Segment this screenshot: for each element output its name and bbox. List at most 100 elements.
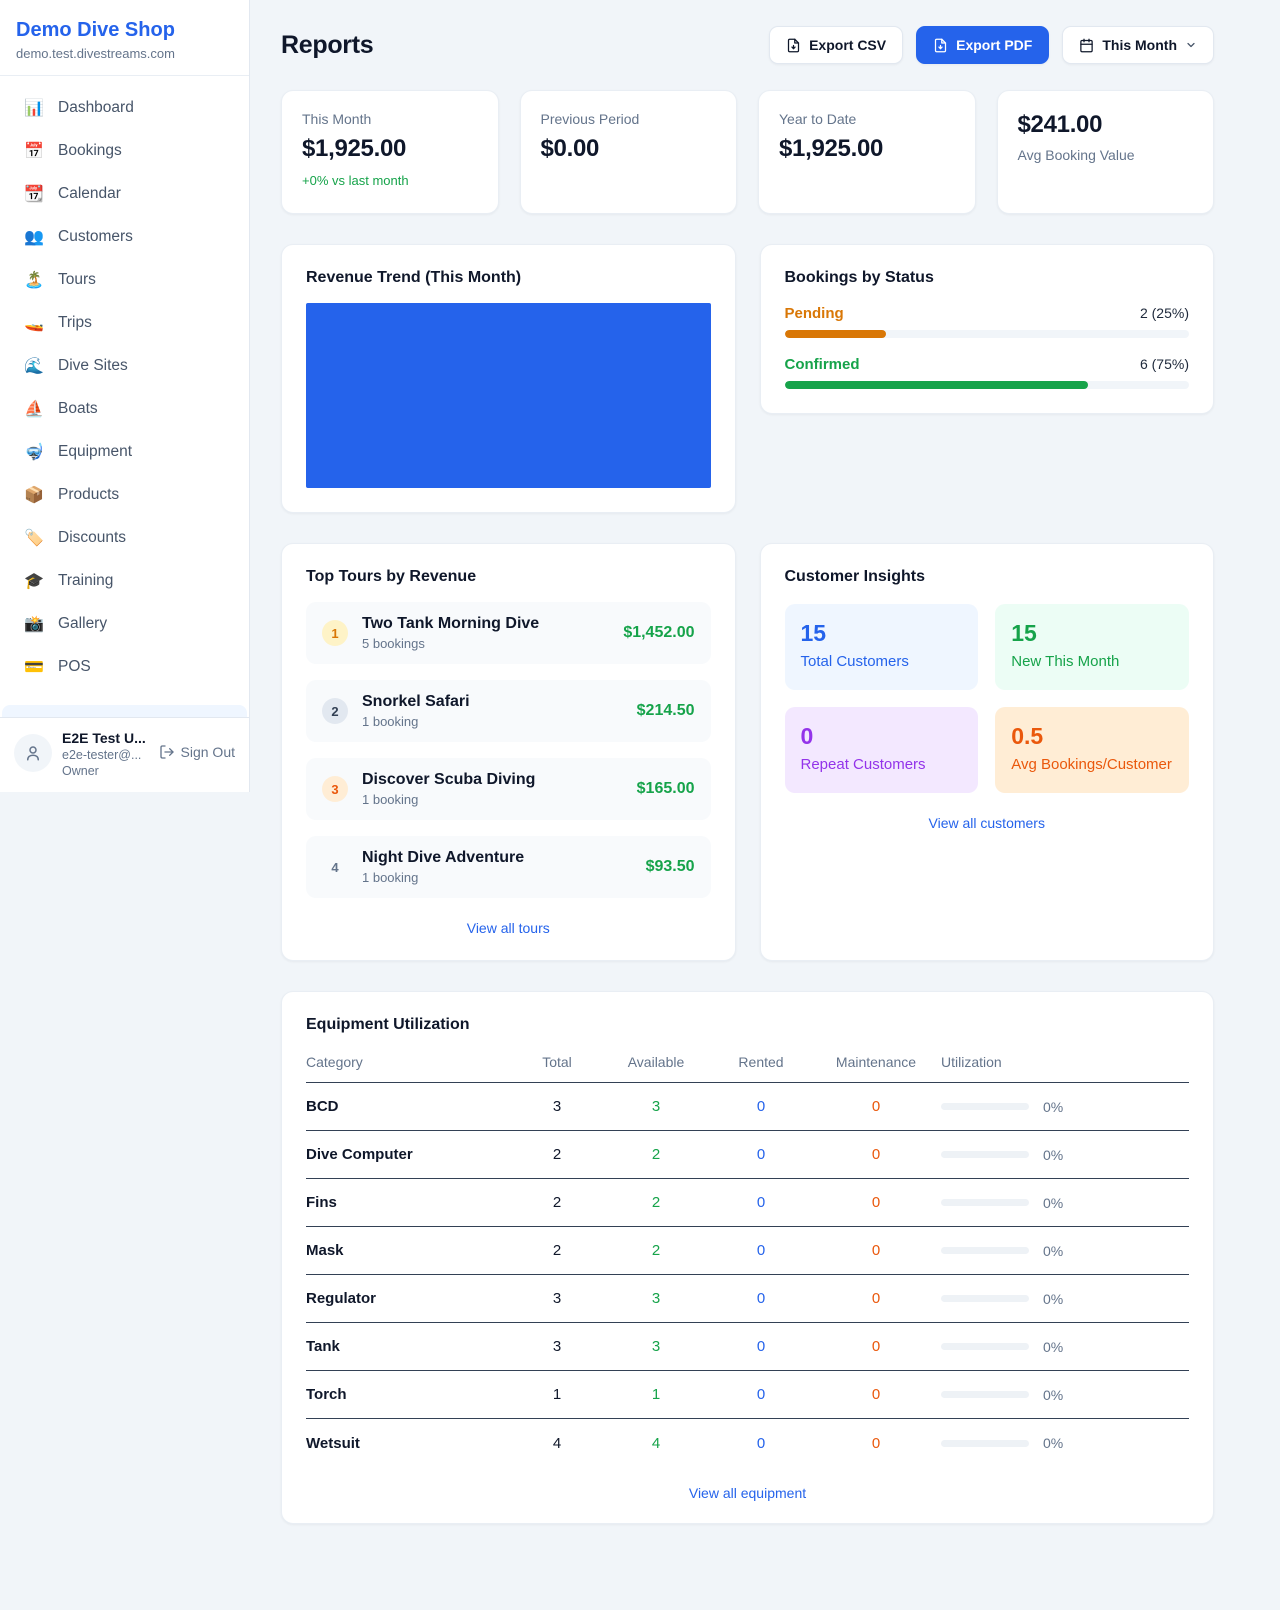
- equipment-utilization-cell: 0%: [941, 1195, 1189, 1211]
- status-row: Confirmed 6 (75%): [784, 356, 1189, 389]
- equipment-column-header: Rented: [738, 1054, 784, 1070]
- sidebar-item-pos[interactable]: 💳 POS: [8, 645, 241, 688]
- equipment-rented: 0: [756, 1146, 766, 1163]
- status-label: Pending: [784, 305, 844, 322]
- sidebar-item-tours[interactable]: 🏝️ Tours: [8, 258, 241, 301]
- sidebar-item-products[interactable]: 📦 Products: [8, 473, 241, 516]
- rank-badge: 4: [331, 859, 339, 875]
- equipment-utilization-cell: 0%: [941, 1291, 1189, 1307]
- utilization-percent: 0%: [1043, 1242, 1064, 1259]
- diving-mask-icon: 🤿: [24, 443, 44, 461]
- sidebar-item-label: Trips: [58, 313, 92, 331]
- equipment-category: Tank: [306, 1338, 340, 1355]
- equipment-category: Wetsuit: [306, 1434, 360, 1452]
- sidebar-item-equipment[interactable]: 🤿 Equipment: [8, 430, 241, 473]
- sidebar-item-discounts[interactable]: 🏷️ Discounts: [8, 516, 241, 559]
- sidebar-nav: 📊 Dashboard 📅 Bookings 📆 Calendar 👥 Customers 🏝️…: [0, 76, 249, 705]
- equipment-available: 2: [651, 1194, 661, 1211]
- equipment-total: 2: [552, 1242, 562, 1259]
- tear-off-calendar-icon: 📆: [24, 185, 44, 203]
- export-pdf-button[interactable]: Export PDF: [916, 26, 1050, 64]
- user-panel: E2E Test U... e2e-tester@... Owner Sign …: [0, 717, 249, 792]
- view-all-equipment-link[interactable]: View all equipment: [688, 1485, 807, 1501]
- period-dropdown[interactable]: This Month: [1062, 26, 1214, 64]
- utilization-percent: 0%: [1043, 1338, 1064, 1355]
- equipment-maintenance: 0: [871, 1194, 881, 1211]
- sidebar-item-dashboard[interactable]: 📊 Dashboard: [8, 86, 241, 129]
- sign-out-label: Sign Out: [180, 744, 235, 760]
- sidebar-item-dive-sites[interactable]: 🌊 Dive Sites: [8, 344, 241, 387]
- status-bar-fill: [784, 381, 1088, 389]
- revenue-trend-chart: [306, 303, 711, 488]
- stat-label: Year to Date: [779, 111, 857, 127]
- equipment-maintenance: 0: [871, 1290, 881, 1307]
- calendar-date-icon: 📅: [24, 142, 44, 160]
- equipment-utilization-cell: 0%: [941, 1387, 1189, 1403]
- view-all-tours-link[interactable]: View all tours: [466, 920, 550, 936]
- equipment-available: 1: [651, 1386, 661, 1403]
- customer-insights-title: Customer Insights: [784, 568, 925, 585]
- sidebar-item-label: Dive Sites: [58, 356, 128, 374]
- view-all-customers-link[interactable]: View all customers: [928, 815, 1045, 831]
- tour-list-item: 4 Night Dive Adventure 1 booking $93.50: [306, 836, 711, 898]
- tour-info: Snorkel Safari 1 booking: [362, 693, 623, 729]
- equipment-available: 3: [651, 1338, 661, 1355]
- stat-cards-row: This Month $1,925.00 +0% vs last month Prev…: [281, 90, 1214, 214]
- status-value: 2 (25%): [1139, 305, 1189, 321]
- logout-icon: [159, 745, 174, 759]
- equipment-table-body: BCD 3 3 0 0 0% Dive Computer 2 2 0 0 0% Fins 2 2 0 0 0% Ma…: [306, 1083, 1189, 1467]
- tour-bookings-count: 1 booking: [362, 714, 419, 729]
- utilization-percent: 0%: [1043, 1290, 1064, 1307]
- status-line: Pending 2 (25%): [785, 305, 1190, 322]
- insight-value: 15: [1011, 620, 1037, 646]
- tour-info: Discover Scuba Diving 1 booking: [362, 771, 623, 807]
- package-icon: 📦: [24, 486, 44, 504]
- sidebar-item-calendar[interactable]: 📆 Calendar: [8, 172, 241, 215]
- insight-value: 15: [800, 620, 827, 646]
- equipment-total: 1: [552, 1386, 562, 1403]
- sidebar-item-gallery[interactable]: 📸 Gallery: [8, 602, 241, 645]
- tour-revenue: $1,452.00: [623, 624, 695, 641]
- equipment-rented: 0: [756, 1194, 766, 1211]
- sidebar-item-label: Products: [58, 485, 120, 503]
- rank-badge: 1: [322, 620, 348, 646]
- stat-label: Avg Booking Value: [1017, 147, 1135, 163]
- island-icon: 🏝️: [24, 271, 44, 289]
- sidebar-item-label: Tours: [58, 270, 96, 288]
- sign-out-button[interactable]: Sign Out: [159, 744, 235, 760]
- sidebar-item-training[interactable]: 🎓 Training: [8, 559, 241, 602]
- insight-label: New This Month: [1011, 653, 1120, 670]
- utilization-percent: 0%: [1043, 1386, 1064, 1403]
- insight-value: 0: [800, 723, 814, 749]
- sidebar-item-boats[interactable]: ⛵ Boats: [8, 387, 241, 430]
- rank-badge: 2: [322, 698, 348, 724]
- main-content: Reports Export CSV Export PDF This Month: [250, 0, 1214, 1576]
- equipment-column-header: Category: [306, 1054, 363, 1070]
- tour-revenue: $214.50: [636, 702, 695, 719]
- utilization-bar-track: [941, 1439, 1029, 1447]
- sidebar-item-selected-partial[interactable]: [2, 705, 247, 717]
- equipment-table-row: Regulator 3 3 0 0 0%: [306, 1275, 1189, 1323]
- equipment-utilization-cell: 0%: [941, 1435, 1189, 1451]
- equipment-maintenance: 0: [871, 1146, 881, 1163]
- user-email: e2e-tester@...: [62, 748, 142, 762]
- equipment-rented: 0: [756, 1386, 766, 1403]
- export-csv-button[interactable]: Export CSV: [769, 26, 904, 64]
- equipment-total: 3: [552, 1290, 562, 1307]
- equipment-table-row: Torch 1 1 0 0 0%: [306, 1371, 1189, 1419]
- sidebar-item-label: Training: [58, 571, 114, 589]
- utilization-percent: 0%: [1043, 1098, 1064, 1115]
- sidebar-item-bookings[interactable]: 📅 Bookings: [8, 129, 241, 172]
- brand-block: Demo Dive Shop demo.test.divestreams.com: [0, 0, 249, 76]
- sidebar-item-label: Equipment: [58, 442, 133, 460]
- equipment-available: 2: [651, 1146, 661, 1163]
- insight-label: Repeat Customers: [800, 756, 926, 773]
- insight-value: 0.5: [1011, 723, 1044, 749]
- equipment-rented: 0: [756, 1434, 766, 1452]
- equipment-category: Regulator: [306, 1290, 377, 1307]
- utilization-bar-track: [941, 1103, 1029, 1110]
- sidebar-item-trips[interactable]: 🚤 Trips: [8, 301, 241, 344]
- insight-label: Total Customers: [800, 653, 909, 670]
- sidebar-item-customers[interactable]: 👥 Customers: [8, 215, 241, 258]
- sidebar-item-label: Bookings: [58, 141, 122, 159]
